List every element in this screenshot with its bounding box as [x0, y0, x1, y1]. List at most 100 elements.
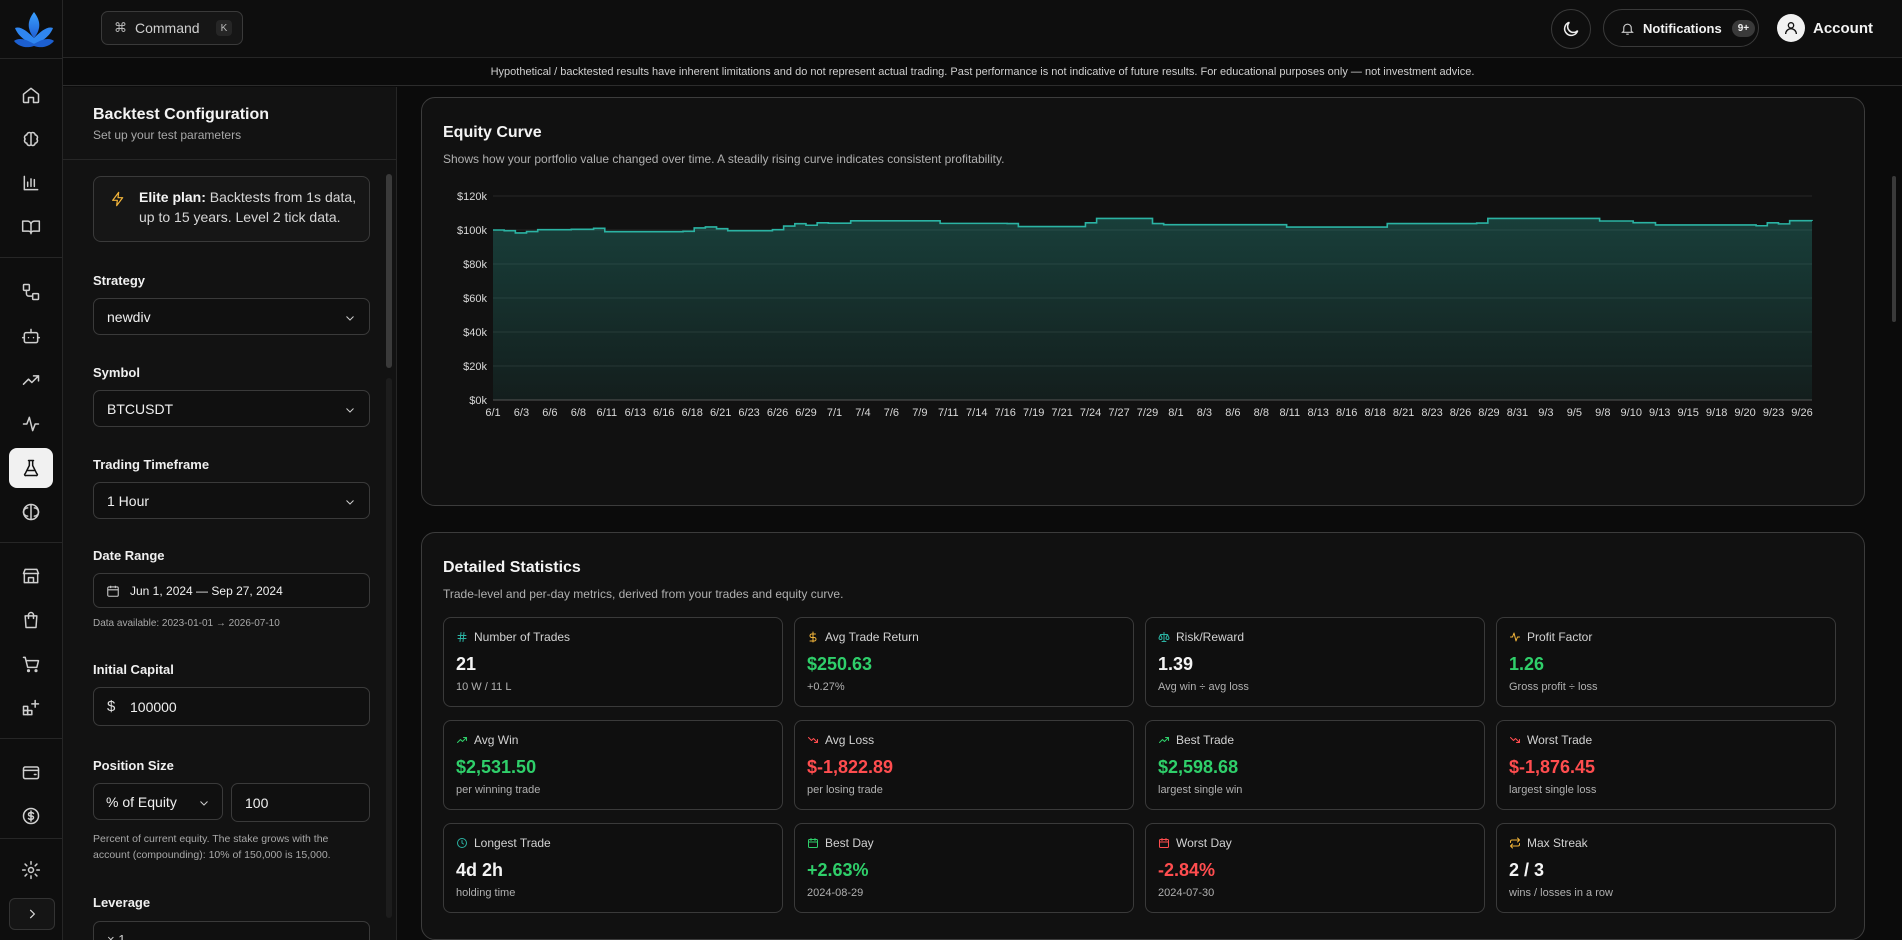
- x-tick-label: 9/3: [1538, 407, 1553, 419]
- shopping-bag-icon[interactable]: [9, 600, 53, 640]
- clock-icon: [457, 838, 467, 848]
- position-size-type-value: % of Equity: [106, 793, 177, 810]
- x-tick-label: 6/18: [681, 407, 702, 419]
- date-range-picker[interactable]: Jun 1, 2024 — Sep 27, 2024: [93, 573, 370, 608]
- stats-subtitle: Trade-level and per-day metrics, derived…: [443, 587, 844, 601]
- globe-brain-icon[interactable]: [9, 492, 53, 532]
- config-scrollbar-thumb[interactable]: [386, 174, 392, 368]
- rail-divider: [0, 542, 63, 543]
- dollar-coin-icon[interactable]: [9, 796, 53, 836]
- equity-curve-card: Equity Curve Shows how your portfolio va…: [421, 97, 1865, 506]
- x-tick-label: 7/21: [1051, 407, 1072, 419]
- leverage-value: × 1: [107, 932, 126, 940]
- x-tick-label: 8/21: [1393, 407, 1414, 419]
- stat-note: largest single win: [1158, 784, 1243, 796]
- chevron-down-icon: [346, 500, 354, 505]
- x-tick-label: 9/5: [1567, 407, 1582, 419]
- home-icon[interactable]: [9, 75, 53, 115]
- stat-value: +2.63%: [807, 860, 869, 880]
- trend-up-icon: [1159, 737, 1169, 743]
- initial-capital-input[interactable]: $ 100000: [93, 687, 370, 726]
- notifications-button[interactable]: Notifications 9+: [1603, 9, 1759, 47]
- stat-label-text: Worst Trade: [1527, 733, 1593, 747]
- workflow-icon[interactable]: [9, 272, 53, 312]
- x-tick-label: 7/27: [1108, 407, 1129, 419]
- x-tick-label: 6/26: [767, 407, 788, 419]
- command-icon: ⌘: [114, 20, 127, 35]
- stat-card-worst-day: Worst Day -2.84% 2024-07-30: [1145, 823, 1485, 913]
- stat-label-text: Worst Day: [1176, 836, 1232, 850]
- position-size-type-select[interactable]: % of Equity: [93, 783, 223, 820]
- stat-card-avg-win: Avg Win $2,531.50 per winning trade: [443, 720, 783, 810]
- rail-divider: [0, 738, 63, 739]
- stat-value: 1.26: [1509, 654, 1545, 674]
- x-tick-label: 7/4: [855, 407, 870, 419]
- theme-toggle-button[interactable]: [1551, 9, 1591, 49]
- store-icon[interactable]: [9, 556, 53, 596]
- stat-label-text: Profit Factor: [1527, 630, 1593, 644]
- expand-sidebar-button[interactable]: [9, 898, 55, 930]
- bot-icon[interactable]: [9, 316, 53, 356]
- x-tick-label: 7/16: [995, 407, 1016, 419]
- equity-chart[interactable]: $0k $20k $40k $60k $80k $100k $120k 6/1 6/3 6/6 6/…: [422, 188, 1866, 488]
- hash-icon: [457, 632, 467, 642]
- leverage-input[interactable]: × 1: [93, 921, 370, 940]
- grid-plus-icon[interactable]: [9, 688, 53, 728]
- moon-icon: [1563, 21, 1579, 37]
- main-scrollbar-thumb[interactable]: [1892, 176, 1896, 322]
- symbol-value: BTCUSDT: [107, 400, 174, 417]
- stat-value: 2 / 3: [1509, 860, 1545, 880]
- command-palette-button[interactable]: ⌘ Command K: [101, 11, 243, 45]
- stat-value: -2.84%: [1158, 860, 1216, 880]
- gear-icon[interactable]: [9, 850, 53, 890]
- y-tick-label: $20k: [463, 361, 487, 373]
- trending-up-icon[interactable]: [9, 360, 53, 400]
- flask-icon[interactable]: [9, 448, 53, 488]
- stat-note: Avg win ÷ avg loss: [1158, 681, 1249, 693]
- stat-label: Best Trade: [1158, 733, 1234, 747]
- x-tick-label: 6/13: [625, 407, 646, 419]
- position-size-value: 100: [245, 794, 269, 811]
- stat-note: largest single loss: [1509, 784, 1597, 796]
- main-scrollbar[interactable]: [1892, 87, 1898, 940]
- brain-icon[interactable]: [9, 119, 53, 159]
- x-tick-label: 8/8: [1254, 407, 1269, 419]
- brand-logo[interactable]: [12, 8, 56, 52]
- book-icon[interactable]: [9, 207, 53, 247]
- stat-value: $250.63: [807, 654, 873, 674]
- x-tick-label: 9/10: [1621, 407, 1642, 419]
- x-tick-label: 8/23: [1421, 407, 1442, 419]
- wallet-icon[interactable]: [9, 752, 53, 792]
- timeframe-select[interactable]: 1 Hour: [93, 482, 370, 519]
- stat-label: Risk/Reward: [1158, 630, 1244, 644]
- pulse-icon: [1510, 632, 1520, 642]
- backtest-config-panel: Backtest Configuration Set up your test …: [63, 87, 397, 940]
- x-tick-label: 6/8: [571, 407, 586, 419]
- dollar-icon: [809, 631, 817, 643]
- notifications-label: Notifications: [1643, 20, 1722, 36]
- x-tick-label: 9/23: [1763, 407, 1784, 419]
- config-scrollbar[interactable]: [385, 164, 393, 940]
- stat-label: Avg Trade Return: [807, 630, 919, 644]
- avatar: [1777, 14, 1805, 42]
- account-button[interactable]: Account: [1777, 13, 1873, 43]
- activity-icon[interactable]: [9, 404, 53, 444]
- cart-icon[interactable]: [9, 644, 53, 684]
- position-size-input[interactable]: 100: [231, 783, 370, 822]
- x-tick-label: 9/15: [1677, 407, 1698, 419]
- strategy-select[interactable]: newdiv: [93, 298, 370, 335]
- stat-note: per winning trade: [456, 784, 541, 796]
- stat-value: $-1,822.89: [807, 757, 894, 777]
- stat-value: 4d 2h: [456, 860, 504, 880]
- date-range-label: Date Range: [93, 548, 165, 563]
- symbol-select[interactable]: BTCUSDT: [93, 390, 370, 427]
- bar-chart-icon[interactable]: [9, 163, 53, 203]
- stat-note: wins / losses in a row: [1509, 887, 1613, 899]
- rail-divider: [0, 257, 63, 258]
- date-range-note: Data available: 2023-01-01 → 2026-07-10: [93, 618, 280, 629]
- stat-card-number-of-trades: Number of Trades 21 10 W / 11 L: [443, 617, 783, 707]
- position-size-note: Percent of current equity. The stake gro…: [93, 833, 331, 861]
- stat-label: Avg Win: [456, 733, 518, 747]
- x-tick-label: 9/20: [1734, 407, 1755, 419]
- lightning-icon: [112, 191, 124, 207]
